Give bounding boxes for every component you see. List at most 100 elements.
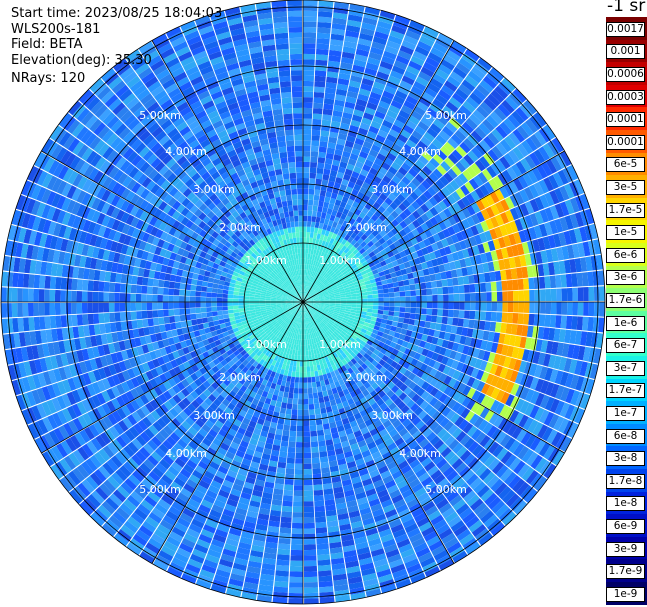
- range-bin: [589, 363, 599, 380]
- range-bin: [398, 237, 406, 245]
- range-bin: [259, 302, 266, 305]
- range-bin: [338, 288, 345, 293]
- range-bin: [413, 338, 421, 346]
- range-bin: [500, 269, 507, 281]
- range-bin: [357, 38, 372, 47]
- range-bin: [407, 272, 414, 280]
- range-bin: [295, 371, 300, 378]
- range-bin: [425, 146, 436, 158]
- range-bin: [323, 168, 331, 176]
- range-bin: [303, 560, 317, 567]
- range-bin: [480, 302, 487, 311]
- range-bin: [447, 168, 458, 180]
- range-bin: [543, 124, 556, 140]
- range-bin: [476, 84, 490, 97]
- range-bin: [378, 327, 386, 333]
- range-bin: [432, 233, 441, 243]
- range-bin: [480, 220, 489, 232]
- range-bin: [489, 321, 497, 332]
- range-bin: [292, 522, 303, 529]
- range-bin: [303, 528, 316, 534]
- range-bin: [457, 343, 465, 354]
- range-bin: [423, 61, 437, 73]
- range-bin: [333, 310, 340, 314]
- range-bin: [535, 251, 543, 264]
- range-bin: [422, 165, 433, 176]
- range-bin: [508, 257, 516, 269]
- range-bin: [307, 305, 312, 310]
- range-bin: [376, 313, 383, 319]
- range-bin: [364, 254, 371, 261]
- range-bin: [385, 170, 395, 180]
- range-bin: [289, 387, 294, 394]
- range-bin: [432, 153, 444, 165]
- range-bin: [470, 130, 483, 143]
- range-bin: [315, 238, 320, 245]
- range-bin: [317, 157, 326, 164]
- range-bin: [324, 300, 330, 302]
- range-bin: [354, 316, 361, 321]
- range-bin: [311, 277, 316, 283]
- range-bin: [517, 175, 529, 189]
- range-bin: [500, 212, 510, 224]
- range-bin: [282, 397, 288, 404]
- range-bin: [572, 345, 580, 360]
- range-bin: [465, 96, 480, 109]
- range-bin: [449, 333, 456, 342]
- range-bin: [447, 398, 457, 410]
- range-bin: [534, 378, 545, 392]
- range-bin: [555, 385, 565, 400]
- range-bin: [370, 46, 384, 56]
- range-bin: [517, 445, 530, 460]
- range-bin: [388, 311, 395, 316]
- range-bin: [440, 323, 447, 332]
- range-bin: [493, 107, 507, 121]
- range-bin: [317, 564, 332, 572]
- range-bin: [425, 281, 432, 289]
- range-bin: [303, 447, 311, 453]
- range-bin: [304, 275, 306, 281]
- range-bin: [405, 296, 411, 302]
- range-bin: [511, 244, 520, 257]
- range-bin: [349, 261, 356, 267]
- range-bin: [318, 200, 324, 207]
- range-bin: [521, 242, 530, 255]
- range-bin: [275, 570, 289, 577]
- range-bin: [325, 87, 336, 95]
- range-bin: [391, 188, 400, 198]
- range-bin: [447, 215, 457, 226]
- range-bin: [373, 188, 382, 197]
- range-bin: [333, 104, 344, 112]
- range-bin: [362, 305, 368, 309]
- range-bin: [305, 286, 308, 292]
- range-bin: [319, 285, 325, 290]
- range-bin: [359, 33, 374, 42]
- range-bin: [445, 236, 454, 246]
- range-bin: [436, 257, 444, 266]
- range-bin: [537, 352, 546, 366]
- range-bin: [332, 252, 338, 259]
- range-bin: [340, 305, 346, 309]
- range-bin: [508, 180, 519, 194]
- range-bin: [361, 288, 367, 293]
- range-bin: [361, 251, 369, 258]
- range-bin: [345, 96, 357, 104]
- range-bin: [344, 140, 355, 148]
- range-bin: [318, 440, 326, 447]
- range-bin: [316, 32, 331, 40]
- range-bin: [307, 303, 314, 307]
- range-bin: [352, 277, 359, 283]
- range-bin: [511, 346, 520, 359]
- range-bin: [376, 105, 388, 115]
- range-bin: [446, 358, 454, 368]
- range-bin: [417, 40, 432, 52]
- range-bin: [558, 260, 566, 274]
- range-bin: [361, 207, 370, 215]
- range-bin: [532, 239, 541, 252]
- range-bin: [490, 387, 501, 400]
- range-bin: [370, 193, 379, 202]
- range-bin: [449, 71, 464, 84]
- range-bin: [544, 192, 555, 207]
- range-bin: [331, 315, 338, 319]
- range-bin: [313, 299, 320, 301]
